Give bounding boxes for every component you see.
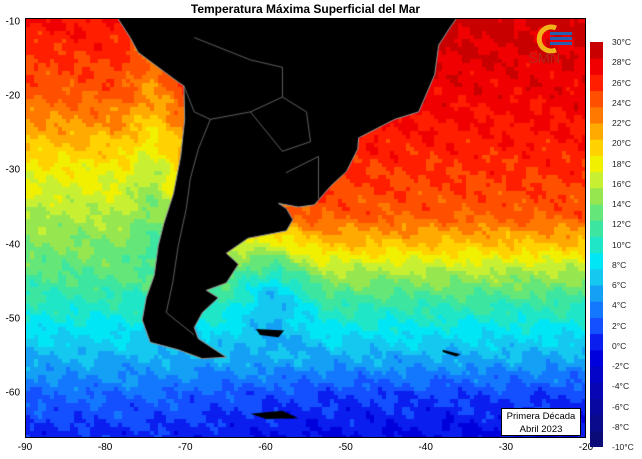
logo-text: SMN: [528, 50, 560, 67]
colorbar-swatch: [590, 106, 603, 124]
colorbar-swatch: [590, 42, 603, 59]
colorbar-swatch: [590, 58, 603, 75]
colorbar-label: 8°C: [612, 259, 627, 270]
x-tick-label: -40: [418, 442, 433, 453]
y-tick-label: -20: [5, 90, 20, 102]
sst-map: [25, 18, 586, 438]
x-tick-label: -90: [17, 442, 33, 453]
colorbar-swatch: [590, 74, 603, 92]
y-tick-label: -40: [5, 239, 20, 251]
colorbar-label: 24°C: [612, 97, 631, 108]
colorbar-swatch: [590, 430, 603, 447]
colorbar-swatch: [590, 187, 603, 205]
sst-heatmap-canvas: [26, 19, 585, 437]
x-tick-label: -70: [178, 442, 193, 453]
colorbar-label: 2°C: [612, 320, 627, 331]
colorbar-label: -8°C: [612, 421, 630, 432]
colorbar-label: -4°C: [612, 381, 630, 392]
period-line2: Abril 2023: [519, 424, 563, 435]
colorbar-label: 12°C: [612, 219, 631, 230]
colorbar-label: 10°C: [612, 239, 631, 250]
colorbar-label: 16°C: [612, 178, 631, 189]
colorbar-swatch: [590, 414, 603, 432]
colorbar-swatch: [590, 139, 603, 156]
y-tick-label: -30: [5, 164, 20, 176]
colorbar-label: 28°C: [612, 57, 631, 68]
x-tick-label: -30: [498, 442, 514, 453]
colorbar-label: 14°C: [612, 199, 631, 209]
colorbar-swatch: [590, 204, 603, 221]
y-tick-label: -10: [5, 16, 20, 28]
colorbar-label: -6°C: [612, 401, 630, 412]
map-title: Temperatura Máxima Superficial del Mar: [190, 2, 421, 16]
colorbar-swatch: [590, 236, 603, 254]
colorbar-swatch: [590, 317, 603, 335]
x-tick-label: -50: [338, 442, 353, 453]
colorbar-swatch: [590, 155, 603, 173]
y-tick-label: -60: [5, 387, 20, 399]
colorbar-swatch: [590, 366, 603, 383]
colorbar-swatch: [590, 268, 603, 286]
colorbar-swatch: [590, 90, 603, 108]
x-tick-label: -80: [97, 442, 113, 453]
colorbar-label: -2°C: [612, 361, 630, 371]
logo-sun-arc-icon: [536, 24, 557, 54]
colorbar-label: 20°C: [612, 138, 631, 149]
colorbar-swatch: [590, 285, 603, 302]
colorbar-swatch: [590, 398, 603, 416]
colorbar-label: 26°C: [612, 77, 631, 88]
colorbar-swatch: [590, 123, 603, 140]
colorbar: [590, 42, 603, 447]
x-tick-label: -20: [578, 442, 594, 453]
colorbar-swatch: [590, 220, 603, 237]
period-box: Primera Década Abril 2023: [501, 408, 581, 436]
x-tick-label: -60: [258, 442, 273, 453]
colorbar-label: 30°C: [612, 37, 631, 47]
colorbar-swatch: [590, 333, 603, 351]
colorbar-swatch: [590, 301, 603, 318]
colorbar-swatch: [590, 382, 603, 399]
y-tick-label: -50: [5, 313, 20, 325]
colorbar-label: -10°C: [612, 442, 634, 452]
colorbar-swatch: [590, 252, 603, 270]
period-line1: Primera Década: [506, 411, 576, 422]
colorbar-label: 22°C: [612, 118, 631, 128]
smn-logo: [536, 24, 572, 54]
colorbar-swatch: [590, 349, 603, 367]
colorbar-label: 0°C: [612, 340, 627, 351]
colorbar-label: 4°C: [612, 300, 627, 311]
colorbar-label: 18°C: [612, 158, 631, 169]
colorbar-label: 6°C: [612, 280, 627, 290]
colorbar-swatch: [590, 171, 603, 189]
